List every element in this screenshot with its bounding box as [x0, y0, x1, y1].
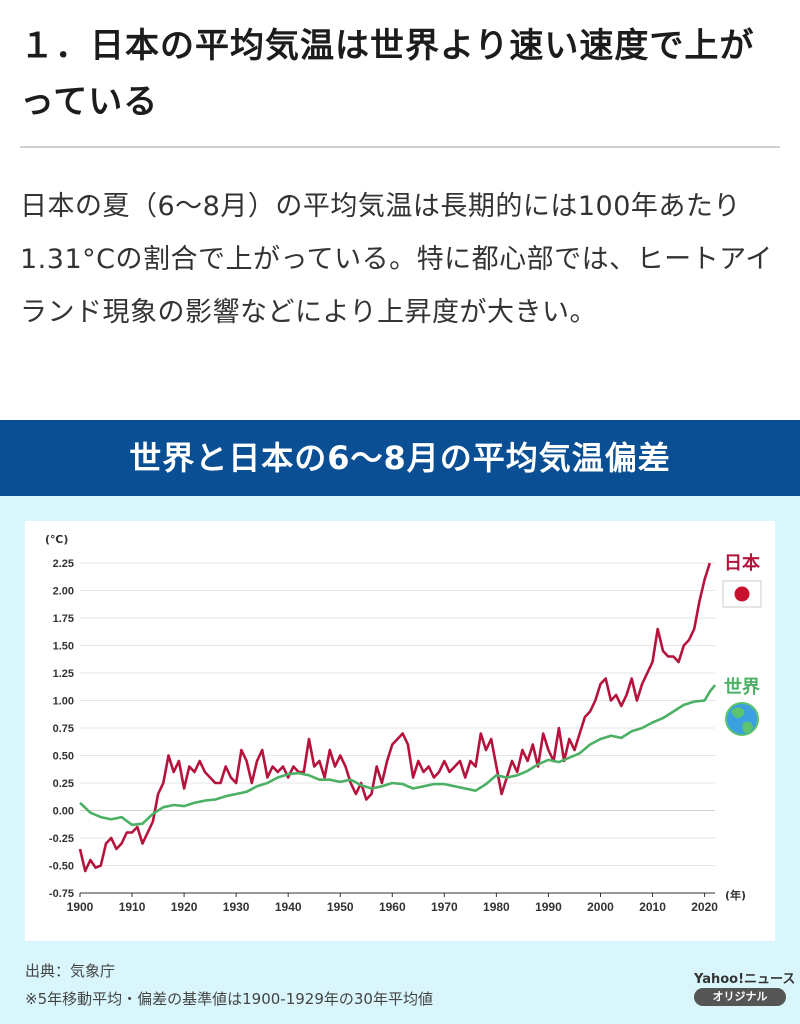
x-tick-label: 1970 — [431, 900, 458, 914]
y-tick-label: 1.50 — [53, 641, 74, 653]
x-tick-label: 1920 — [171, 900, 198, 914]
y-tick-label: 0.25 — [53, 778, 74, 790]
y-tick-label: 0.00 — [53, 806, 74, 818]
heading-divider — [20, 146, 780, 148]
series-line-world — [79, 684, 717, 827]
x-tick-label: 1980 — [483, 900, 510, 914]
y-axis-label: (℃) — [45, 533, 68, 546]
x-tick-label: 1950 — [327, 900, 354, 914]
article-body: 日本の夏（6〜8月）の平均気温は長期的には100年あたり1.31°Cの割合で上が… — [20, 191, 773, 328]
y-tick-label: -0.75 — [49, 888, 74, 900]
x-tick-label: 1900 — [67, 900, 94, 914]
y-tick-label: 1.25 — [53, 668, 74, 680]
x-tick-label: 1930 — [223, 900, 250, 914]
temperature-anomaly-chart: 2.25 2.00 1.75 1.50 1.25 1.00 0.75 0.50 0.25 0.00… — [45, 533, 762, 914]
globe-land-1 — [731, 707, 745, 719]
globe-land-2 — [742, 721, 753, 733]
y-tick-label: 2.00 — [53, 586, 74, 598]
series-label-japan: 日本 — [724, 552, 760, 574]
x-tick-label: 1990 — [535, 900, 562, 914]
y-tick-label: 1.75 — [53, 613, 74, 625]
y-tick-label: -0.25 — [49, 833, 74, 845]
original-badge: オリジナル — [694, 988, 786, 1006]
series-label-world: 世界 — [724, 677, 760, 698]
x-tick-label: 2000 — [587, 900, 614, 914]
y-tick-label: 0.75 — [53, 723, 74, 735]
y-tick-label: 0.50 — [53, 751, 74, 763]
y-tick-label: -0.50 — [49, 861, 74, 873]
globe-icon — [725, 702, 759, 736]
x-tick-label: 1940 — [275, 900, 302, 914]
footnote: ※5年移動平均・偏差の基準値は1900-1929年の30年平均値 — [25, 990, 433, 1008]
y-tick-label: 1.00 — [53, 696, 74, 708]
x-axis-label: (年) — [725, 888, 746, 902]
series-line-japan — [78, 562, 712, 873]
x-tick-label: 1960 — [379, 900, 406, 914]
article-heading: １．日本の平均気温は世界より速い速度で上がっている — [20, 26, 755, 122]
source-credit: 出典：気象庁 — [25, 962, 116, 980]
yahoo-news-logo: Yahoo!ニュース — [694, 972, 796, 987]
japan-flag-disc — [734, 586, 750, 602]
x-tick-label: 2010 — [639, 900, 666, 914]
x-tick-label: 1910 — [119, 900, 146, 914]
chart-title-banner: 世界と日本の6〜8月の平均気温偏差 — [0, 420, 800, 496]
y-tick-label: 2.25 — [53, 558, 74, 570]
x-tick-label: 2020 — [691, 900, 718, 914]
